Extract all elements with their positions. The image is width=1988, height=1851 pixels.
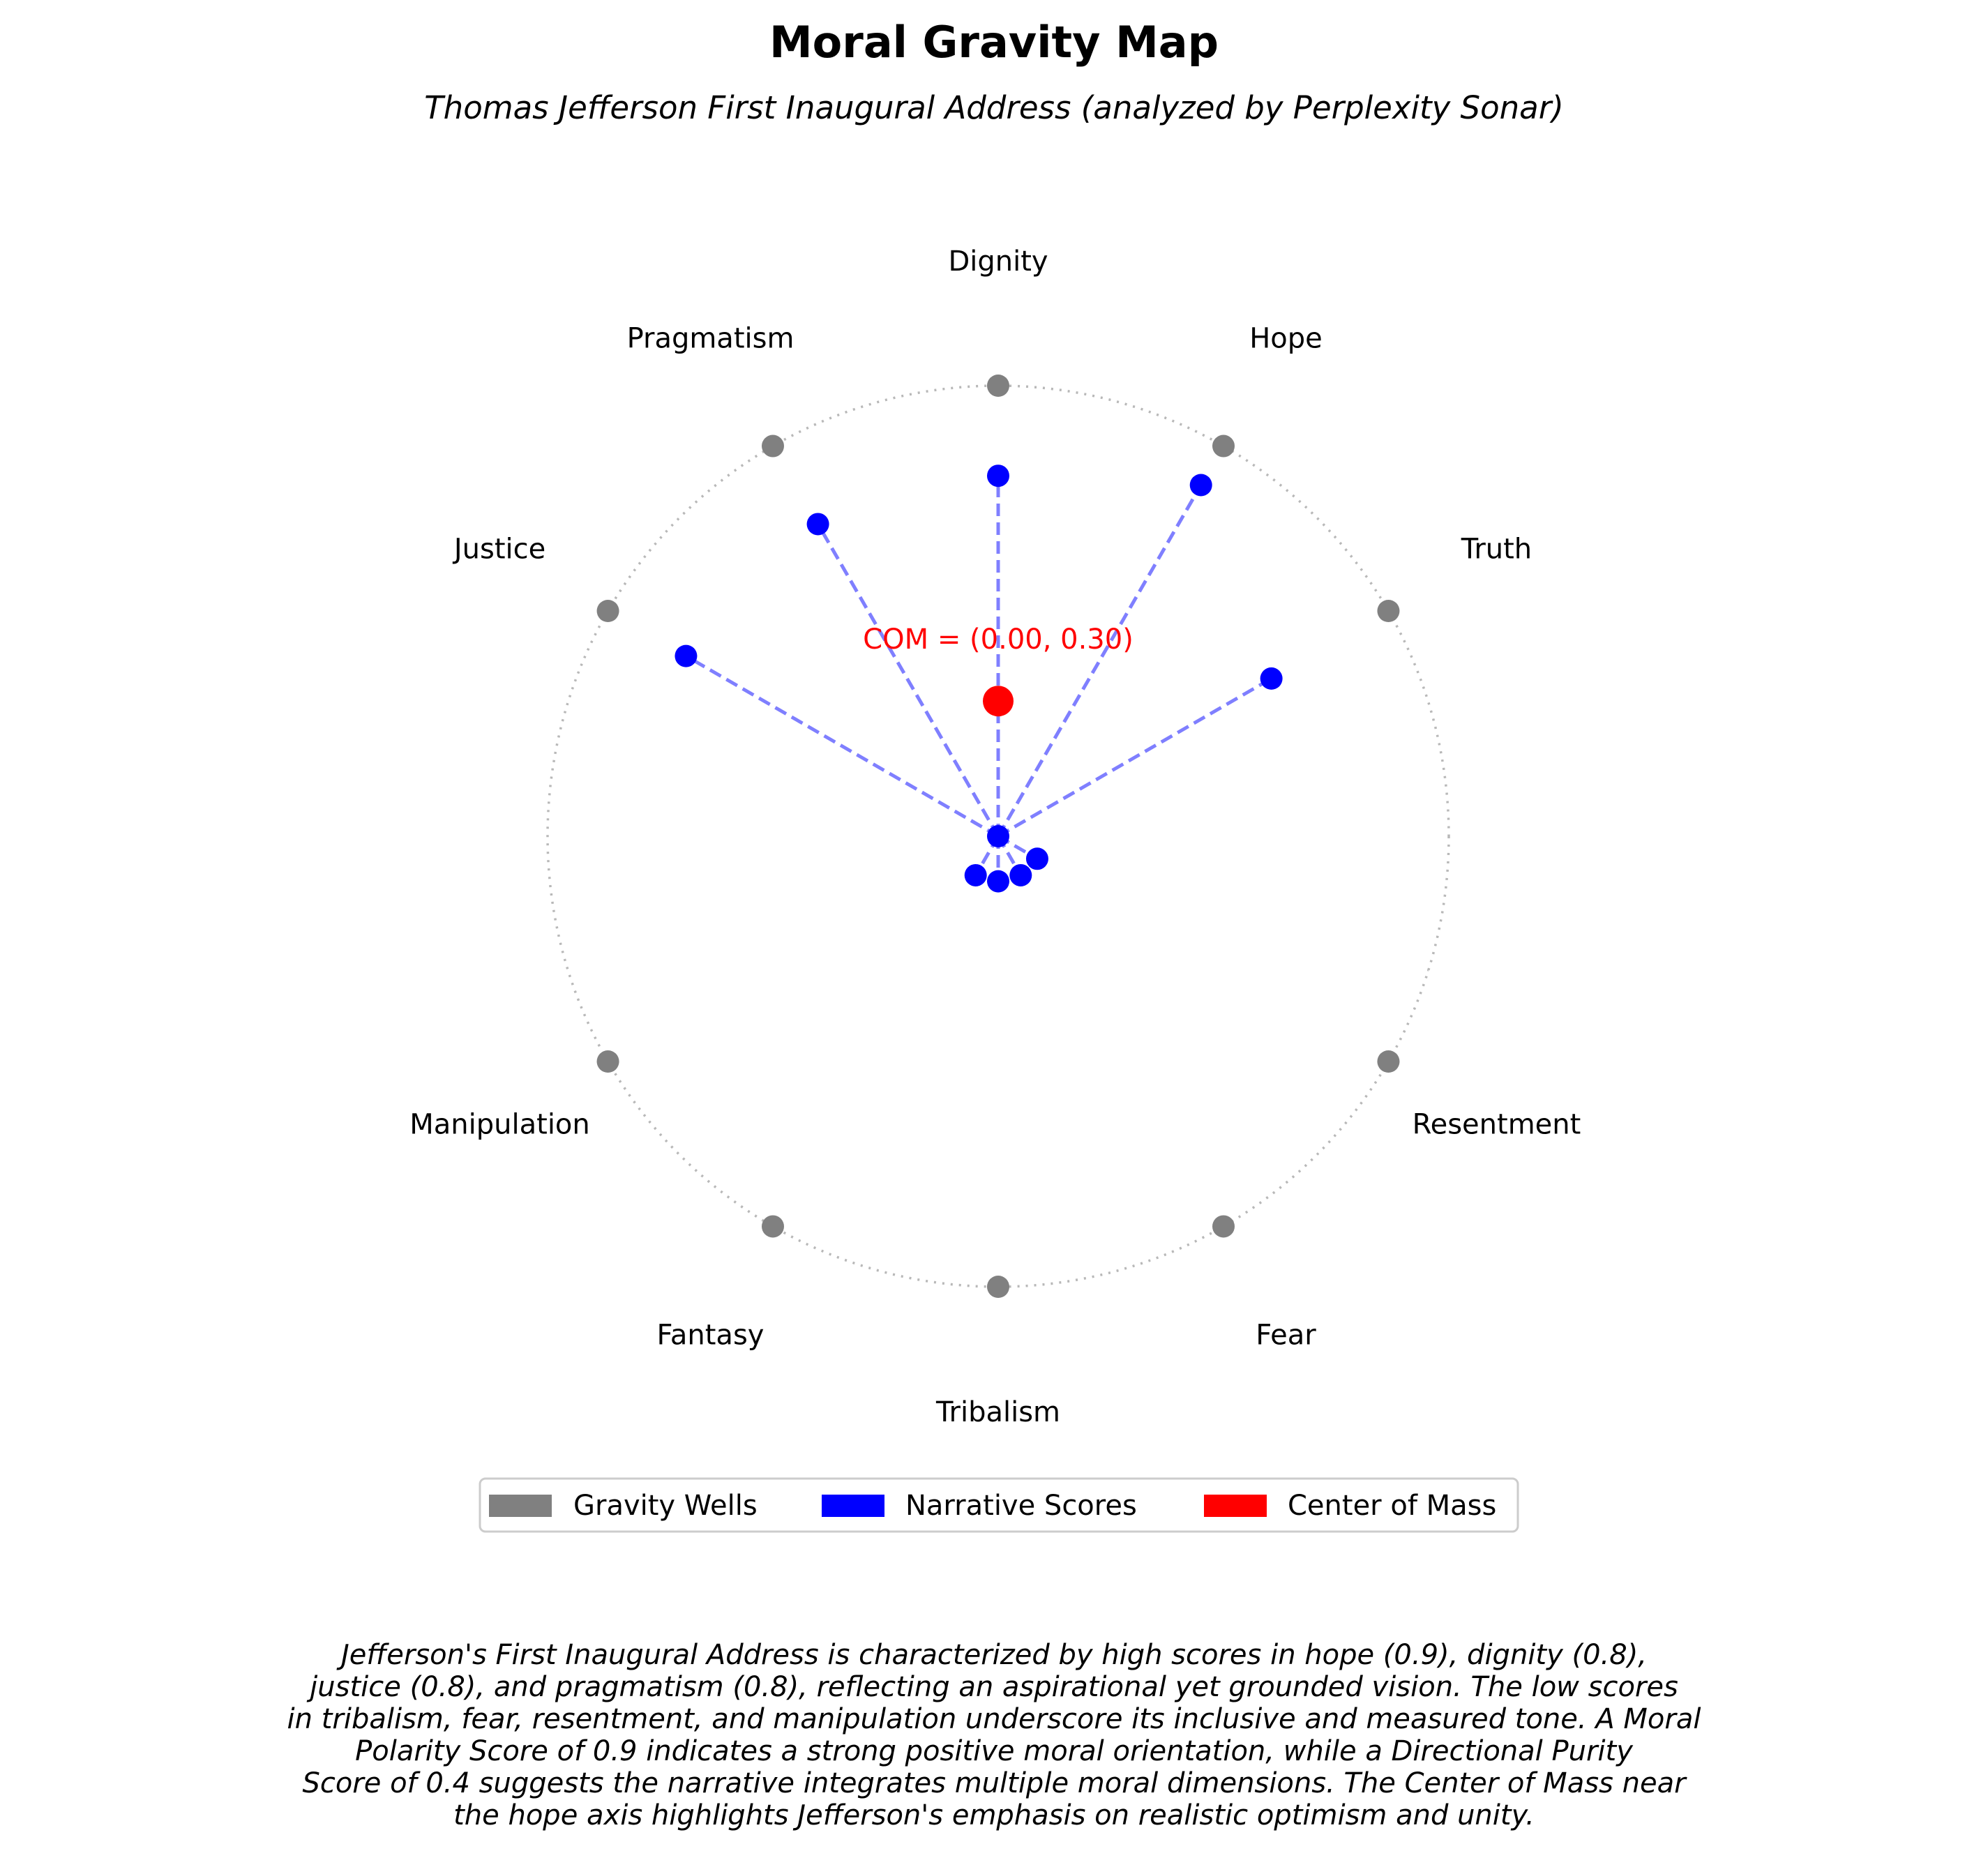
description-line: justice (0.8), and pragmatism (0.8), ref… <box>306 1671 1678 1703</box>
well-label-dignity: Dignity <box>948 245 1048 278</box>
score-line-truth <box>997 677 1272 838</box>
score-point-pragmatism <box>806 513 829 536</box>
narrative-scores <box>675 464 1283 893</box>
score-point-hope <box>1189 474 1212 497</box>
score-point-justice <box>675 644 698 667</box>
score-point-fantasy <box>964 863 987 886</box>
center-of-mass-point <box>983 686 1014 717</box>
gravity-well-pragmatism <box>762 435 784 458</box>
well-label-fantasy: Fantasy <box>657 1319 765 1351</box>
gravity-well-manipulation <box>596 1050 619 1073</box>
gravity-well-resentment <box>1377 1050 1400 1073</box>
score-point-dignity <box>987 464 1009 488</box>
gravity-well-justice <box>596 600 619 622</box>
score-line-justice <box>685 654 1000 838</box>
score-point-resentment <box>1025 847 1048 870</box>
unit-circle <box>546 384 1450 1288</box>
chart-subtitle: Thomas Jefferson First Inaugural Address… <box>424 89 1564 126</box>
gravity-well-tribalism <box>987 1276 1009 1298</box>
well-label-justice: Justice <box>452 534 545 566</box>
score-point-manipulation <box>987 825 1009 847</box>
legend-label-wells: Gravity Wells <box>573 1490 758 1522</box>
legend-swatch-com <box>1204 1495 1267 1517</box>
description-line: Score of 0.4 suggests the narrative inte… <box>302 1767 1687 1799</box>
well-label-manipulation: Manipulation <box>409 1109 589 1141</box>
description-line: Jefferson's First Inaugural Address is c… <box>336 1639 1647 1671</box>
gravity-well-fantasy <box>762 1215 784 1238</box>
gravity-well-fear <box>1212 1215 1235 1238</box>
well-label-pragmatism: Pragmatism <box>627 323 795 355</box>
gravity-well-dignity <box>987 375 1009 397</box>
center-of-mass-label: COM = (0.00, 0.30) <box>863 624 1134 656</box>
description-line: in tribalism, fear, resentment, and mani… <box>287 1703 1701 1735</box>
description: Jefferson's First Inaugural Address is c… <box>287 1639 1701 1831</box>
well-label-fear: Fear <box>1256 1319 1316 1351</box>
well-label-tribalism: Tribalism <box>935 1396 1060 1428</box>
legend-label-scores: Narrative Scores <box>905 1490 1137 1522</box>
description-line: the hope axis highlights Jefferson's emp… <box>453 1799 1535 1831</box>
gravity-well-truth <box>1377 600 1400 622</box>
legend-swatch-wells <box>489 1495 552 1517</box>
well-label-resentment: Resentment <box>1413 1109 1581 1141</box>
legend-swatch-scores <box>822 1495 884 1517</box>
score-line-hope <box>996 484 1203 838</box>
well-label-truth: Truth <box>1461 534 1532 566</box>
well-label-hope: Hope <box>1249 323 1323 355</box>
gravity-wells: Dignity Hope Truth Resentment Fear Tribalism F… <box>409 245 1581 1428</box>
legend-label-com: Center of Mass <box>1288 1490 1496 1522</box>
legend: Gravity Wells Narrative Scores Center of… <box>479 1477 1519 1533</box>
score-point-fear <box>1009 863 1032 886</box>
score-lines <box>685 476 1272 882</box>
center-of-mass-group: COM = (0.00, 0.30) <box>863 624 1134 717</box>
legend-frame <box>479 1477 1519 1533</box>
description-line: Polarity Score of 0.9 indicates a strong… <box>355 1735 1634 1767</box>
score-point-truth <box>1260 667 1283 690</box>
score-point-tribalism <box>987 870 1009 893</box>
chart-title: Moral Gravity Map <box>769 17 1219 68</box>
score-line-pragmatism <box>816 523 1000 838</box>
gravity-well-hope <box>1212 435 1235 458</box>
